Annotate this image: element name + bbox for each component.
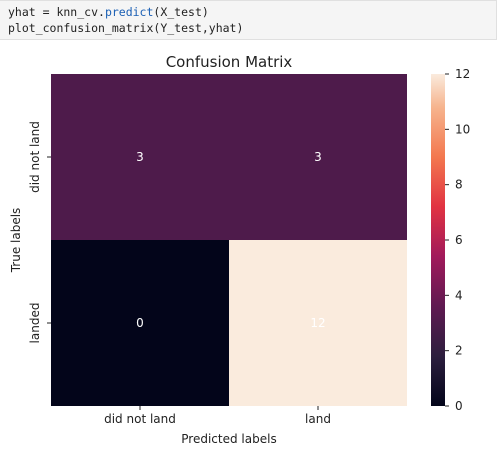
code-line-1: yhat = knn_cv.predict(X_test) [8, 4, 496, 20]
code-method-name: predict [104, 5, 154, 19]
code-text: (X_test) [153, 5, 209, 19]
colorbar [431, 74, 445, 406]
x-axis-label: Predicted labels [181, 432, 276, 446]
heatmap-cells [51, 74, 407, 406]
colorbar-ticks: 0 2 4 6 8 10 12 [445, 67, 470, 413]
cell-annotation: 12 [310, 316, 325, 330]
y-tick-label: did not land [28, 121, 42, 193]
x-tick-label: land [305, 412, 331, 426]
colorbar-tick-label: 6 [455, 233, 463, 247]
colorbar-tick-label: 8 [455, 178, 463, 192]
cell-annotation: 3 [314, 150, 322, 164]
code-text: yhat = knn_cv. [8, 5, 105, 19]
code-cell[interactable]: yhat = knn_cv.predict(X_test) plot_confu… [0, 0, 497, 40]
colorbar-tick-label: 4 [455, 288, 463, 302]
code-line-2: plot_confusion_matrix(Y_test,yhat) [8, 20, 496, 36]
cell-annotation: 3 [136, 150, 144, 164]
y-tick-label: landed [28, 303, 42, 344]
cell-annotation: 0 [136, 316, 144, 330]
heatmap-cell [51, 240, 229, 406]
heatmap-cell [229, 240, 407, 406]
y-axis-label: True labels [9, 208, 23, 274]
heatmap-cell [51, 74, 229, 240]
chart-title: Confusion Matrix [166, 53, 293, 71]
x-tick-label: did not land [104, 412, 176, 426]
colorbar-tick-label: 12 [455, 67, 470, 81]
y-axis-ticks: did not land landed [28, 121, 51, 343]
cell-annotations: 3 3 0 12 [136, 150, 325, 330]
confusion-matrix-chart: Confusion Matrix 3 30 12 did not land land … [9, 53, 470, 446]
colorbar-tick-label: 2 [455, 344, 463, 358]
code-text: plot_confusion_matrix(Y_test,yhat) [8, 21, 244, 35]
x-axis-ticks: did not land land [104, 406, 331, 426]
colorbar-tick-label: 10 [455, 122, 470, 136]
heatmap-cell [229, 74, 407, 240]
colorbar-tick-label: 0 [455, 399, 463, 413]
